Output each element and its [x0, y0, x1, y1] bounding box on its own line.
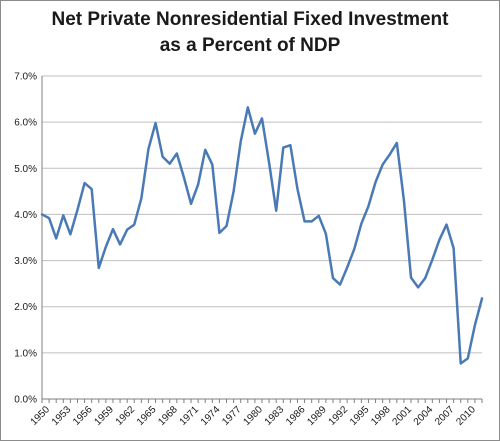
- x-tick-label: 1950: [29, 404, 53, 428]
- y-tick-label: 6.0%: [14, 118, 37, 129]
- x-tick-label: 1983: [263, 404, 287, 428]
- x-tick-label: 1998: [369, 404, 393, 428]
- y-tick-label: 1.0%: [14, 348, 37, 359]
- axes: [41, 76, 483, 403]
- chart-title-line1: Net Private Nonresidential Fixed Investm…: [51, 9, 449, 30]
- y-tick-label: 5.0%: [14, 164, 37, 175]
- y-tick-label: 4.0%: [14, 210, 37, 221]
- x-tick-label: 2001: [390, 404, 414, 428]
- chart-title-line2: as a Percent of NDP: [159, 35, 341, 56]
- x-tick-label: 1992: [327, 404, 351, 428]
- x-tick-label: 1953: [50, 404, 74, 428]
- y-tick-label: 7.0%: [14, 72, 37, 83]
- x-tick-label: 1965: [135, 404, 159, 428]
- x-tick-label: 1995: [348, 404, 372, 428]
- x-tick-label: 1962: [114, 404, 138, 428]
- x-tick-label: 2010: [454, 404, 478, 428]
- x-tick-label: 1971: [178, 404, 202, 428]
- x-tick-label: 1968: [156, 404, 180, 428]
- x-tick-label: 1989: [305, 404, 329, 428]
- y-tick-label: 3.0%: [14, 256, 37, 267]
- x-tick-label: 2007: [433, 404, 457, 428]
- series-layer: [40, 106, 484, 365]
- x-tick-label: 1956: [71, 404, 95, 428]
- x-tick-label: 2004: [412, 404, 436, 428]
- x-tick-label: 1977: [220, 404, 244, 428]
- y-tick-label: 2.0%: [14, 302, 37, 313]
- y-tick-label: 0.0%: [14, 395, 37, 406]
- x-tick-label: 1986: [284, 404, 308, 428]
- x-tick-label: 1980: [241, 404, 265, 428]
- y-tick-labels: 0.0% 1.0% 2.0% 3.0% 4.0% 5.0% 6.0% 7.0%: [14, 72, 37, 406]
- x-tick-label: 1959: [92, 404, 116, 428]
- chart-title: Net Private Nonresidential Fixed Investm…: [1, 7, 499, 59]
- x-tick-labels: 1950195319561959196219651968197119741977…: [29, 404, 479, 428]
- x-tick-label: 1974: [199, 404, 223, 428]
- series-line: [40, 106, 484, 365]
